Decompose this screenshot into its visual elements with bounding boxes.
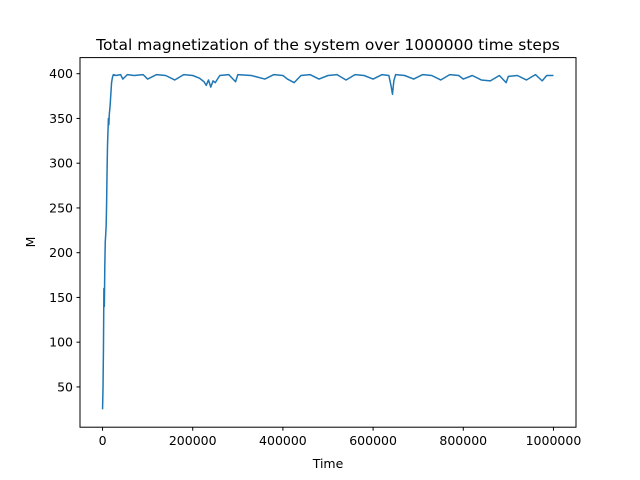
series-line-0 (101, 73, 554, 410)
x-tick-label: 600000 (349, 433, 397, 448)
x-axis-label: Time (312, 456, 344, 471)
y-axis-ticks: 50 100 150 200 250 300 350 400 (49, 66, 80, 394)
y-tick-label: 400 (49, 66, 73, 81)
y-tick-label: 50 (57, 379, 73, 394)
x-tick-label: 400000 (259, 433, 307, 448)
axes-frame (79, 57, 577, 428)
y-tick-label: 200 (49, 245, 73, 260)
plot-area (101, 73, 554, 410)
y-tick-label: 100 (49, 335, 73, 350)
y-tick-label: 250 (49, 200, 73, 215)
y-tick-label: 300 (49, 156, 73, 171)
x-tick-label: 0 (99, 433, 107, 448)
y-tick-label: 350 (49, 111, 73, 126)
x-tick-label: 800000 (439, 433, 487, 448)
x-tick-label: 200000 (169, 433, 217, 448)
y-tick-label: 150 (49, 290, 73, 305)
x-axis-ticks: 0 200000 400000 600000 800000 1000000 (99, 427, 582, 448)
chart-title: Total magnetization of the system over 1… (95, 36, 560, 54)
x-tick-label: 1000000 (526, 433, 582, 448)
y-axis-label: M (23, 237, 38, 248)
